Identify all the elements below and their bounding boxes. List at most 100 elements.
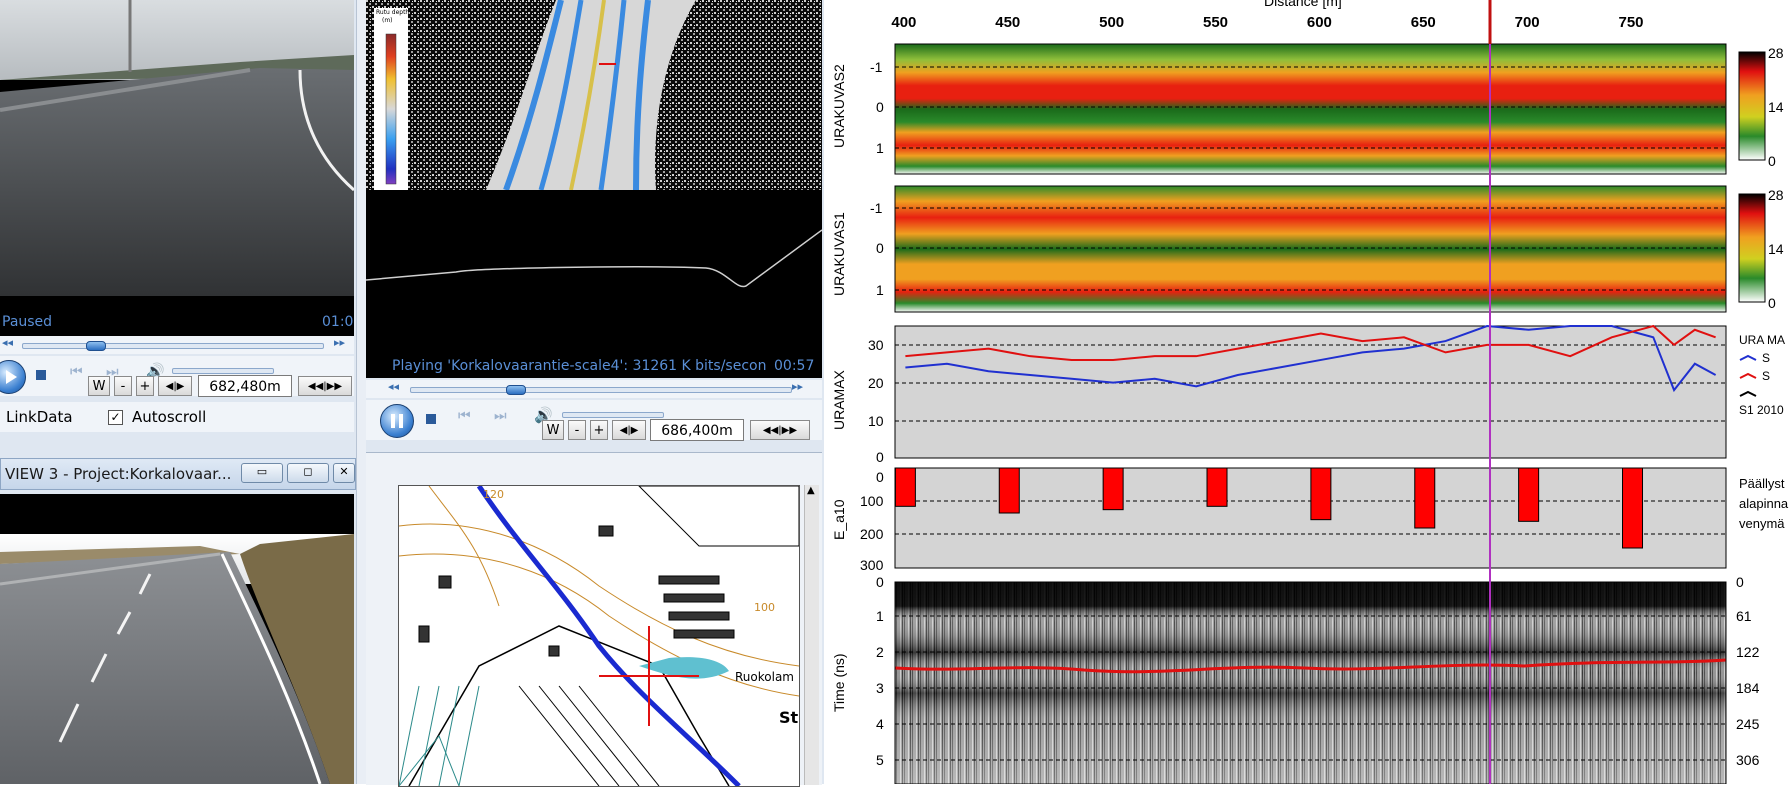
left-panel: Paused 01:0 ◂◂ ▸▸ ⏮ ⏭ 🔊 W - + ◀|▶ 682,48…: [0, 0, 356, 784]
autoscroll-label: Autoscroll: [132, 408, 207, 426]
panel5-tick-1: 1: [876, 608, 884, 624]
stop-icon[interactable]: [36, 370, 46, 380]
panel3-tick-2: 10: [868, 413, 884, 429]
panel2-colorbar: [1738, 193, 1766, 303]
view3-title: VIEW 3 - Project:Korkalovaar...: [5, 465, 232, 483]
road-video-bottom[interactable]: [0, 494, 354, 784]
panel1-tick-2: 1: [876, 140, 884, 156]
x-tick-label: 700: [1515, 14, 1540, 31]
legend-title: Rutu depth: [376, 9, 410, 16]
previous-icon[interactable]: ⏮: [70, 364, 83, 380]
scan-step-both-button[interactable]: ◀|▶: [612, 420, 646, 440]
seek-bar-container: ◂◂ ▸▸: [0, 336, 354, 354]
panel3-tick-1: 20: [868, 375, 884, 391]
seek-thumb[interactable]: [86, 341, 106, 351]
nav-step-button[interactable]: ◀◀|▶▶: [298, 376, 352, 396]
analysis-plot: 400 450 500 550 600 650 700 750 Distance [m] UR…: [831, 0, 1789, 785]
panel1-tick-1: 0: [876, 99, 884, 115]
map-scrollbar[interactable]: ▲: [804, 485, 819, 785]
panel5-tick-4: 4: [876, 716, 884, 732]
ea10-bar: [1206, 467, 1228, 507]
scan-plus-button[interactable]: +: [590, 420, 608, 440]
scan-distance-field[interactable]: 686,400m: [650, 419, 744, 441]
scan-w-button[interactable]: W: [542, 420, 564, 440]
ea10-bars: [894, 467, 1644, 549]
scan-time: 00:57: [774, 358, 815, 374]
scan-volume-track[interactable]: [562, 412, 664, 418]
scan-seek-track[interactable]: [410, 387, 792, 393]
forward-icon[interactable]: ▸▸: [334, 336, 346, 349]
volume-icon[interactable]: 🔊: [146, 362, 165, 380]
panel5-label: Time (ns): [831, 653, 847, 712]
scan-stop-icon[interactable]: [426, 414, 436, 424]
map-view[interactable]: 120 100 Ruokolam St: [398, 485, 800, 787]
scroll-up-icon[interactable]: ▲: [807, 485, 815, 496]
panel3-frame: [894, 325, 1727, 459]
panel3-legend-title: URA MA: [1739, 333, 1785, 347]
road-scene-image-2: [0, 494, 354, 784]
analysis-panel: 400 450 500 550 600 650 700 750 Distance [m] UR…: [824, 0, 1790, 785]
panel5-tick-2: 2: [876, 644, 884, 660]
play-icon: [6, 370, 17, 384]
panel1-cbar-bot: 0: [1768, 153, 1776, 169]
scan-forward-icon[interactable]: ▸▸: [792, 380, 804, 393]
map-place-name: Ruokolam: [735, 670, 794, 684]
ea10-bar: [1102, 467, 1124, 511]
video-status-text: Paused: [2, 314, 53, 330]
scan-next-icon[interactable]: ⏭: [494, 408, 507, 424]
radargram-bands: [895, 582, 1726, 784]
minus-button[interactable]: -: [114, 376, 132, 396]
minimize-button[interactable]: ▭: [241, 463, 283, 483]
seek-track[interactable]: [22, 343, 324, 349]
w-button[interactable]: W: [88, 376, 110, 396]
scan-nav-step-button[interactable]: ◀◀|▶▶: [750, 420, 810, 440]
panel4-note-3: venymä: [1739, 516, 1785, 531]
urakuvas2-heatmap: [895, 44, 1726, 174]
scan-previous-icon[interactable]: ⏮: [458, 408, 471, 424]
ea10-bar: [1310, 467, 1332, 521]
scan-seek-thumb[interactable]: [506, 385, 526, 395]
play-button[interactable]: [0, 360, 26, 394]
legend-unit: (m): [382, 17, 393, 24]
linkdata-label[interactable]: LinkData: [6, 408, 73, 426]
panel2-frame: [894, 185, 1727, 313]
panel2-tick-2: 1: [876, 282, 884, 298]
view3-titlebar[interactable]: VIEW 3 - Project:Korkalovaar... ▭ ◻ ✕: [0, 458, 356, 490]
panel4-tick-3: 300: [860, 557, 884, 573]
panel1-cbar-mid: 14: [1768, 99, 1784, 115]
plus-button[interactable]: +: [136, 376, 154, 396]
panel4-note-1: Päällyst: [1739, 476, 1785, 491]
panel1-frame: [894, 43, 1727, 175]
road-video-top[interactable]: [0, 0, 354, 336]
autoscroll-checkbox[interactable]: ✓: [108, 410, 123, 425]
scan-minus-button[interactable]: -: [568, 420, 586, 440]
options-row: LinkData ✓ Autoscroll: [0, 402, 354, 432]
close-button[interactable]: ✕: [333, 463, 355, 483]
panel1-label: URAKUVAS2: [831, 64, 847, 148]
pause-button[interactable]: [380, 404, 414, 438]
panel1-cbar-top: 28: [1768, 45, 1784, 61]
panel2-cbar-top: 28: [1768, 187, 1784, 203]
map-window: 120 100 Ruokolam St ▲: [366, 452, 822, 787]
scan-rewind-icon[interactable]: ◂◂: [388, 380, 400, 393]
legend-s2-label: S: [1762, 369, 1770, 383]
volume-track[interactable]: [172, 368, 274, 374]
scan-volume-icon[interactable]: 🔊: [534, 406, 553, 424]
step-both-button[interactable]: ◀|▶: [158, 376, 192, 396]
road-scene-image: [0, 0, 354, 300]
ea10-bar: [998, 467, 1020, 514]
laser-scan-video[interactable]: Rutu depth (m) Playing 'Korkalovaarantie…: [366, 0, 822, 378]
legend-s1-swatch: [1739, 354, 1757, 361]
legend-s2-swatch: [1739, 372, 1757, 379]
scan-seek-bar: ◂◂ ▸▸: [366, 380, 822, 398]
maximize-button[interactable]: ◻: [287, 463, 329, 483]
ea10-bar: [1414, 467, 1436, 529]
rewind-icon[interactable]: ◂◂: [2, 336, 14, 349]
panel5-rtick-1: 61: [1736, 608, 1752, 624]
uramax-line-s2: [905, 324, 1716, 361]
panel5-rtick-0: 0: [1736, 574, 1744, 590]
uramax-series: [905, 324, 1717, 393]
topographic-map: [399, 486, 799, 786]
distance-field[interactable]: 682,480m: [198, 375, 292, 397]
legend-s3-swatch: [1739, 390, 1757, 397]
